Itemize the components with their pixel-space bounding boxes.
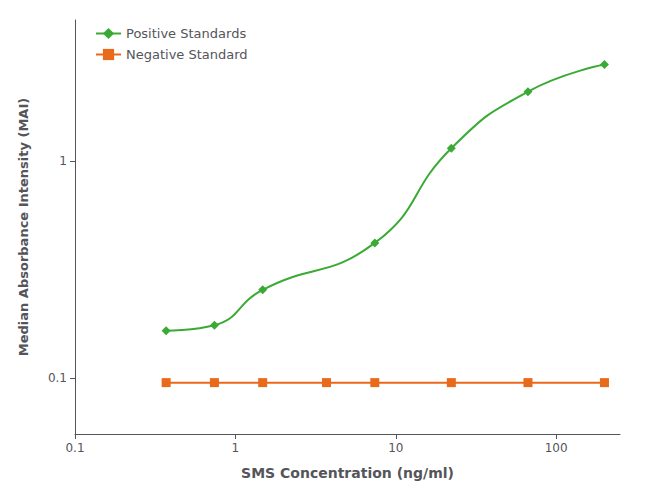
svg-text:0.1: 0.1 (48, 371, 67, 385)
svg-text:100: 100 (545, 441, 568, 455)
svg-text:10: 10 (388, 441, 403, 455)
svg-text:1: 1 (59, 154, 67, 168)
svg-text:Positive Standards: Positive Standards (126, 26, 246, 41)
svg-text:Median Absorbance Intensity (M: Median Absorbance Intensity (MAI) (16, 98, 31, 356)
svg-text:0.1: 0.1 (65, 441, 84, 455)
svg-text:1: 1 (232, 441, 240, 455)
svg-text:SMS Concentration (ng/ml): SMS Concentration (ng/ml) (241, 465, 454, 481)
svg-text:Negative Standard: Negative Standard (126, 47, 248, 62)
